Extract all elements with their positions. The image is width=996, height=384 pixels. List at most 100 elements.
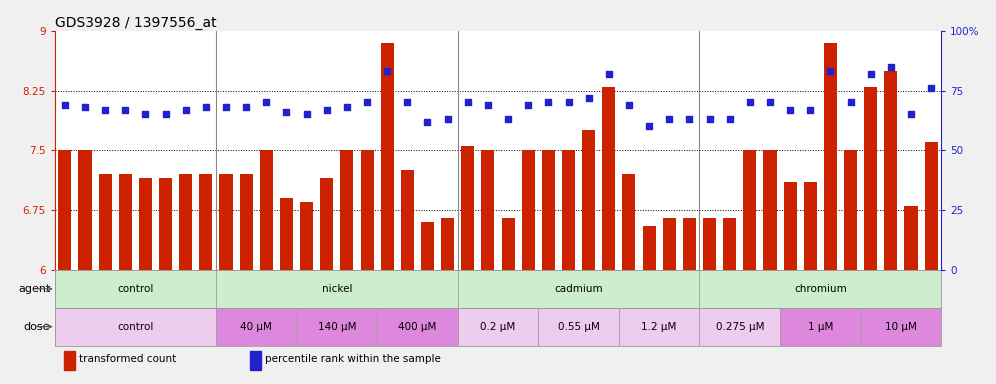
Bar xyxy=(59,151,72,270)
Point xyxy=(803,107,819,113)
Point xyxy=(903,111,919,118)
Bar xyxy=(458,270,699,308)
Bar xyxy=(216,270,458,308)
Bar xyxy=(297,308,377,346)
Bar xyxy=(240,174,253,270)
Bar xyxy=(642,226,655,270)
Bar xyxy=(219,174,233,270)
Bar xyxy=(743,151,756,270)
Point xyxy=(419,119,435,125)
Bar xyxy=(562,151,575,270)
Bar xyxy=(79,151,92,270)
Bar xyxy=(861,308,941,346)
Bar xyxy=(320,178,334,270)
Bar xyxy=(924,142,937,270)
Point xyxy=(742,99,758,106)
Point xyxy=(218,104,234,110)
Bar xyxy=(64,351,75,370)
Bar xyxy=(844,151,858,270)
Point xyxy=(923,85,939,91)
Bar xyxy=(619,308,699,346)
Text: 0.275 μM: 0.275 μM xyxy=(715,322,764,332)
Point xyxy=(701,116,717,122)
Bar xyxy=(703,218,716,270)
Point xyxy=(520,102,536,108)
Bar xyxy=(538,308,619,346)
Text: GDS3928 / 1397556_at: GDS3928 / 1397556_at xyxy=(55,16,216,30)
Bar xyxy=(119,174,131,270)
Text: 40 μM: 40 μM xyxy=(240,322,272,332)
Bar xyxy=(400,170,414,270)
Text: chromium: chromium xyxy=(794,284,847,294)
Bar xyxy=(458,308,538,346)
Point xyxy=(258,99,274,106)
Point xyxy=(319,107,335,113)
Point xyxy=(661,116,677,122)
Bar xyxy=(723,218,736,270)
Bar xyxy=(884,71,897,270)
Bar xyxy=(179,174,192,270)
Point xyxy=(581,94,597,101)
Bar xyxy=(683,218,696,270)
Point xyxy=(782,107,798,113)
Bar xyxy=(441,218,454,270)
Text: nickel: nickel xyxy=(322,284,352,294)
Bar xyxy=(763,151,777,270)
Bar xyxy=(622,174,635,270)
Bar xyxy=(216,308,297,346)
Text: dose: dose xyxy=(24,322,51,332)
Bar xyxy=(199,174,212,270)
Bar xyxy=(99,174,112,270)
Point xyxy=(238,104,254,110)
Point xyxy=(118,107,133,113)
Point xyxy=(299,111,315,118)
Bar xyxy=(138,178,152,270)
Text: control: control xyxy=(118,284,153,294)
Point xyxy=(439,116,455,122)
Text: control: control xyxy=(118,322,153,332)
Point xyxy=(621,102,636,108)
Point xyxy=(843,99,859,106)
Point xyxy=(762,99,778,106)
Bar xyxy=(582,131,596,270)
Point xyxy=(360,99,375,106)
Point xyxy=(198,104,214,110)
Point xyxy=(177,107,193,113)
Bar xyxy=(260,151,273,270)
Bar xyxy=(280,198,293,270)
Bar xyxy=(380,43,393,270)
Bar xyxy=(904,206,917,270)
Bar xyxy=(55,270,216,308)
Text: 1.2 μM: 1.2 μM xyxy=(641,322,677,332)
Point xyxy=(77,104,93,110)
Bar xyxy=(699,270,941,308)
Point xyxy=(500,116,516,122)
Point xyxy=(561,99,577,106)
Point xyxy=(722,116,738,122)
Point xyxy=(157,111,173,118)
Text: 0.55 μM: 0.55 μM xyxy=(558,322,600,332)
Point xyxy=(823,68,839,74)
Text: 0.2 μM: 0.2 μM xyxy=(480,322,516,332)
Text: agent: agent xyxy=(18,284,51,294)
Bar xyxy=(481,151,494,270)
Text: percentile rank within the sample: percentile rank within the sample xyxy=(265,354,441,364)
Bar xyxy=(804,182,817,270)
Bar xyxy=(824,43,837,270)
Bar xyxy=(341,151,354,270)
Text: transformed count: transformed count xyxy=(79,354,176,364)
Point xyxy=(480,102,496,108)
Bar xyxy=(780,308,861,346)
Bar xyxy=(522,151,535,270)
Point xyxy=(57,102,73,108)
Point xyxy=(641,123,657,129)
Bar xyxy=(377,308,458,346)
Bar xyxy=(603,86,616,270)
Point xyxy=(379,68,395,74)
Text: 140 μM: 140 μM xyxy=(318,322,357,332)
Bar xyxy=(300,202,313,270)
Point xyxy=(601,71,617,77)
Bar xyxy=(542,151,555,270)
Text: 10 μM: 10 μM xyxy=(885,322,917,332)
Bar xyxy=(361,151,374,270)
